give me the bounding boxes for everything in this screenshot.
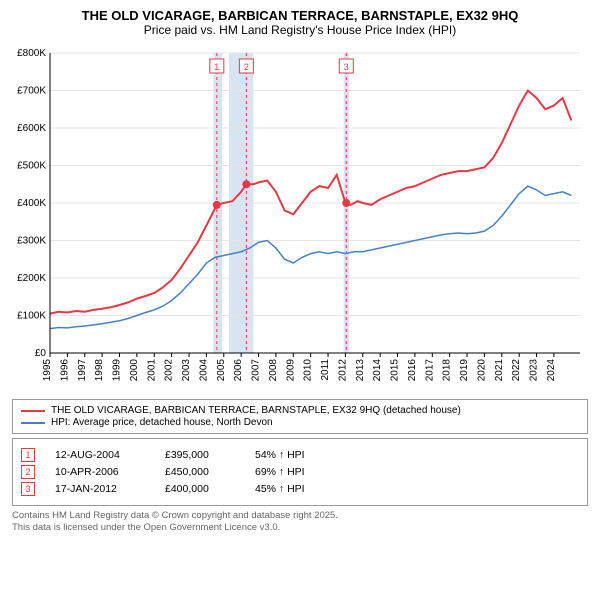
event-date: 10-APR-2006 bbox=[55, 466, 145, 478]
svg-text:2006: 2006 bbox=[233, 359, 244, 382]
title-line2: Price paid vs. HM Land Registry's House … bbox=[8, 23, 592, 37]
svg-text:1998: 1998 bbox=[94, 359, 105, 382]
legend-swatch bbox=[21, 410, 45, 412]
svg-text:2020: 2020 bbox=[476, 359, 487, 382]
event-price: £400,000 bbox=[165, 483, 235, 495]
event-delta: 69% ↑ HPI bbox=[255, 466, 305, 478]
svg-text:2016: 2016 bbox=[407, 359, 418, 382]
svg-text:2024: 2024 bbox=[546, 359, 557, 382]
svg-text:£400K: £400K bbox=[17, 198, 46, 209]
chart-title: THE OLD VICARAGE, BARBICAN TERRACE, BARN… bbox=[8, 8, 592, 37]
svg-text:2002: 2002 bbox=[164, 359, 175, 382]
svg-text:3: 3 bbox=[344, 62, 349, 72]
svg-text:2017: 2017 bbox=[424, 359, 435, 382]
svg-text:£0: £0 bbox=[35, 348, 47, 359]
svg-text:£100K: £100K bbox=[17, 311, 46, 322]
event-date: 12-AUG-2004 bbox=[55, 449, 145, 461]
svg-text:2004: 2004 bbox=[198, 359, 209, 382]
svg-text:£800K: £800K bbox=[17, 48, 46, 59]
license-line1: Contains HM Land Registry data © Crown c… bbox=[12, 510, 588, 522]
legend: THE OLD VICARAGE, BARBICAN TERRACE, BARN… bbox=[12, 399, 588, 434]
svg-text:2014: 2014 bbox=[372, 359, 383, 382]
svg-text:£300K: £300K bbox=[17, 236, 46, 247]
svg-text:2022: 2022 bbox=[511, 359, 522, 382]
title-line1: THE OLD VICARAGE, BARBICAN TERRACE, BARN… bbox=[8, 8, 592, 23]
event-row: 1 12-AUG-2004 £395,000 54% ↑ HPI bbox=[21, 448, 579, 462]
event-price: £450,000 bbox=[165, 466, 235, 478]
event-marker: 3 bbox=[21, 482, 35, 496]
svg-text:2019: 2019 bbox=[459, 359, 470, 382]
svg-text:2000: 2000 bbox=[129, 359, 140, 382]
svg-text:£200K: £200K bbox=[17, 273, 46, 284]
svg-text:£700K: £700K bbox=[17, 86, 46, 97]
svg-text:2010: 2010 bbox=[303, 359, 314, 382]
event-marker: 1 bbox=[21, 448, 35, 462]
svg-text:£600K: £600K bbox=[17, 123, 46, 134]
legend-label: THE OLD VICARAGE, BARBICAN TERRACE, BARN… bbox=[51, 405, 461, 416]
svg-text:2003: 2003 bbox=[181, 359, 192, 382]
event-date: 17-JAN-2012 bbox=[55, 483, 145, 495]
chart-area: £0 £100K £200K £300K £400K £500K £600K £700K £80… bbox=[8, 43, 592, 393]
svg-text:2008: 2008 bbox=[268, 359, 279, 382]
svg-text:1996: 1996 bbox=[59, 359, 70, 382]
svg-text:2013: 2013 bbox=[355, 359, 366, 382]
event-row: 3 17-JAN-2012 £400,000 45% ↑ HPI bbox=[21, 482, 579, 496]
svg-text:2023: 2023 bbox=[529, 359, 540, 382]
svg-text:2005: 2005 bbox=[216, 359, 227, 382]
legend-label: HPI: Average price, detached house, Nort… bbox=[51, 417, 273, 428]
event-row: 2 10-APR-2006 £450,000 69% ↑ HPI bbox=[21, 465, 579, 479]
svg-text:2001: 2001 bbox=[146, 359, 157, 382]
events-table: 1 12-AUG-2004 £395,000 54% ↑ HPI 2 10-APR-200… bbox=[12, 438, 588, 506]
legend-item: THE OLD VICARAGE, BARBICAN TERRACE, BARN… bbox=[21, 405, 579, 416]
svg-text:1995: 1995 bbox=[42, 359, 53, 382]
event-marker: 2 bbox=[21, 465, 35, 479]
svg-text:1997: 1997 bbox=[77, 359, 88, 382]
svg-text:2007: 2007 bbox=[251, 359, 262, 382]
svg-text:2012: 2012 bbox=[337, 359, 348, 382]
svg-text:2018: 2018 bbox=[442, 359, 453, 382]
svg-text:2021: 2021 bbox=[494, 359, 505, 382]
svg-text:2009: 2009 bbox=[285, 359, 296, 382]
license-line2: This data is licensed under the Open Gov… bbox=[12, 522, 588, 534]
svg-text:1999: 1999 bbox=[112, 359, 123, 382]
svg-text:2011: 2011 bbox=[320, 359, 331, 381]
svg-text:£500K: £500K bbox=[17, 161, 46, 172]
line-chart: £0 £100K £200K £300K £400K £500K £600K £700K £80… bbox=[8, 43, 588, 393]
legend-swatch bbox=[21, 422, 45, 424]
svg-text:2015: 2015 bbox=[390, 359, 401, 382]
event-delta: 54% ↑ HPI bbox=[255, 449, 305, 461]
event-price: £395,000 bbox=[165, 449, 235, 461]
svg-text:1: 1 bbox=[214, 62, 219, 72]
event-delta: 45% ↑ HPI bbox=[255, 483, 305, 495]
legend-item: HPI: Average price, detached house, Nort… bbox=[21, 417, 579, 428]
license-text: Contains HM Land Registry data © Crown c… bbox=[12, 510, 588, 535]
svg-text:2: 2 bbox=[244, 62, 249, 72]
